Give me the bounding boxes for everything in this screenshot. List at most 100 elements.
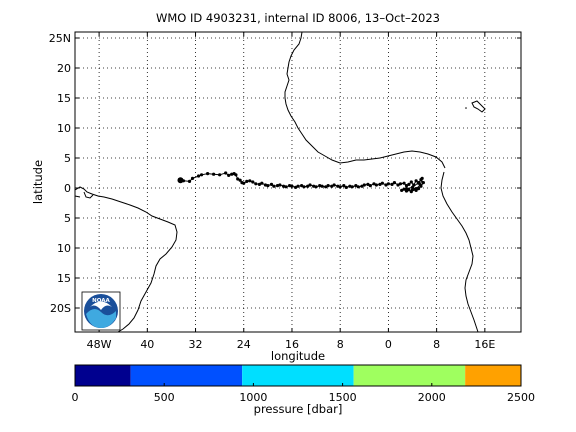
track-point <box>338 185 342 189</box>
track-point <box>190 176 195 180</box>
track-point <box>402 181 406 185</box>
track-point <box>302 185 306 189</box>
track-point <box>392 181 397 185</box>
track-point <box>227 173 231 177</box>
x-tick-label: 40 <box>140 338 154 351</box>
track-point <box>407 188 411 192</box>
track-point <box>251 180 255 184</box>
colorbar-bin <box>353 365 466 386</box>
track-point <box>187 179 192 183</box>
track-point <box>404 187 409 191</box>
y-tick-label: 20S <box>50 302 71 315</box>
y-tick-label: 15 <box>57 92 71 105</box>
track-point <box>293 185 298 189</box>
track-point <box>400 188 404 192</box>
track-point <box>390 182 394 186</box>
track-point <box>300 184 304 188</box>
canary-islands-coast <box>471 100 486 113</box>
track-point <box>312 184 316 188</box>
track-point <box>332 183 336 187</box>
track-point <box>404 189 409 193</box>
track-point <box>344 185 348 189</box>
track-point <box>224 171 228 175</box>
track-point <box>269 182 274 186</box>
x-tick-label: 8 <box>337 338 344 351</box>
y-tick-label: 0 <box>64 182 71 195</box>
track-point <box>234 173 238 177</box>
track-point <box>378 182 382 186</box>
y-tick-label: 5 <box>64 212 71 225</box>
track-start-point <box>177 177 184 184</box>
track-point <box>296 184 300 188</box>
track-point <box>374 183 378 187</box>
colorbar-bin <box>242 365 354 386</box>
track-point <box>236 177 240 181</box>
logo-bird <box>90 301 112 310</box>
track-point <box>205 172 210 176</box>
colorbar-border <box>74 364 522 387</box>
track-point <box>248 179 252 183</box>
y-tick-label: 5 <box>64 152 71 165</box>
track-point <box>287 184 292 188</box>
track-point <box>238 178 242 182</box>
colorbar-bin <box>130 365 243 386</box>
x-axis: 48W 40 32 24 16 8 0 8 16E <box>87 32 495 351</box>
track-point <box>362 183 366 187</box>
track-point <box>356 185 360 189</box>
track-point <box>336 184 340 188</box>
colorbar: 0 500 1000 1500 2000 2500 pressure [dbar] <box>72 364 535 416</box>
plot-area <box>75 32 521 332</box>
track-point <box>330 184 334 188</box>
track-point <box>348 184 352 188</box>
float-track <box>177 171 425 194</box>
track-point <box>354 184 358 188</box>
track-point <box>245 179 249 183</box>
track-point <box>416 187 421 191</box>
track-point <box>266 184 270 188</box>
coastlines <box>74 31 486 333</box>
track-point <box>318 184 322 188</box>
track-point <box>407 182 411 186</box>
y-tick-label: 25N <box>49 32 71 45</box>
track-point <box>284 185 288 189</box>
track-point <box>418 183 422 187</box>
track-point <box>409 180 413 184</box>
track-point <box>410 188 415 192</box>
track-point <box>257 182 262 186</box>
colorbar-tick-label: 0 <box>72 391 79 404</box>
x-tick-label: 24 <box>237 338 251 351</box>
track-point <box>350 185 354 189</box>
track-point <box>196 174 201 178</box>
map-panel: 48W 40 32 24 16 8 0 8 16E 25N 20 15 10 5 0 5 10 15 20S NO… <box>49 31 522 351</box>
track-point <box>218 173 222 177</box>
track-point <box>281 184 286 188</box>
y-tick-label: 20 <box>57 62 71 75</box>
track-point <box>263 183 268 187</box>
track-point <box>366 182 370 186</box>
colorbar-tick-label: 500 <box>154 391 175 404</box>
track-point <box>416 181 421 185</box>
track-point <box>242 181 246 185</box>
colorbar-tick-label: 1000 <box>239 391 267 404</box>
south-america-coast <box>74 186 178 333</box>
noaa-logo: NOAA <box>81 291 121 331</box>
track-point <box>404 184 409 188</box>
y-tick-label: 15 <box>57 272 71 285</box>
track-point <box>396 183 400 187</box>
track-point <box>306 184 310 188</box>
track-point <box>278 183 282 187</box>
track-point <box>380 181 384 185</box>
track-point <box>410 185 415 189</box>
island-dot <box>465 107 467 109</box>
colorbar-tick-label: 2000 <box>418 391 446 404</box>
africa-central-coast <box>440 171 479 333</box>
x-tick-label: 32 <box>189 338 203 351</box>
track-point <box>308 183 312 187</box>
track-point <box>414 179 418 183</box>
track-point <box>372 182 376 186</box>
track-point <box>360 184 364 188</box>
track-point <box>314 185 318 189</box>
track-point <box>324 185 328 189</box>
track-point <box>342 184 346 188</box>
track-point <box>420 176 424 180</box>
